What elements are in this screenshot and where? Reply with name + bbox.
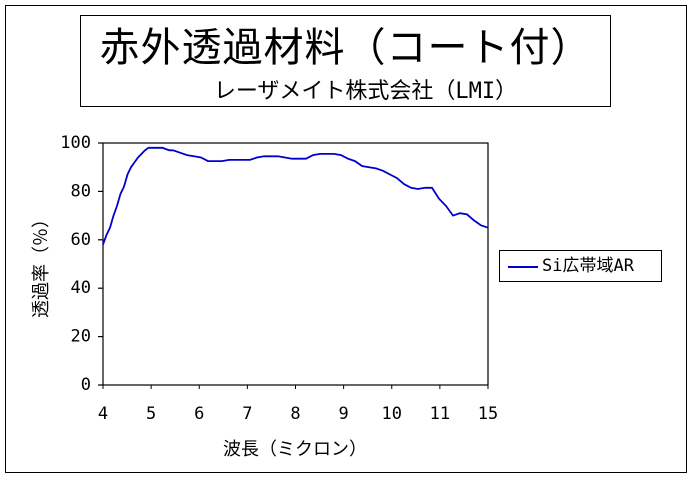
series-point — [382, 170, 384, 172]
series-point — [389, 173, 391, 176]
title-box: 赤外透過材料（コート付） レーザメイト株式会社（LMI） — [80, 15, 611, 107]
series-point — [165, 148, 167, 150]
series-point — [119, 193, 122, 195]
series-point — [466, 213, 468, 215]
series-point — [193, 155, 195, 157]
series-point — [105, 234, 108, 236]
y-axis-title: 透過率（％） — [31, 210, 52, 318]
series-point — [179, 152, 181, 154]
series-point — [186, 154, 188, 156]
series-point — [361, 165, 363, 167]
series-point — [249, 159, 251, 161]
series-point — [161, 147, 164, 149]
x-tick-label: 4 — [98, 404, 108, 424]
y-tick-label: 20 — [71, 327, 91, 347]
legend-label: Si広帯域AR — [542, 256, 634, 276]
series-point — [133, 161, 136, 163]
series-point — [340, 154, 342, 156]
series-line — [102, 146, 489, 245]
series-point — [410, 187, 412, 189]
series-point — [154, 147, 157, 149]
series-point — [438, 198, 440, 200]
series-point — [242, 159, 244, 161]
series-point — [319, 153, 321, 155]
legend: Si広帯域AR — [499, 250, 662, 282]
series-point — [109, 227, 111, 229]
series-point — [137, 156, 139, 159]
series-point — [354, 160, 356, 162]
series-point — [396, 177, 398, 179]
y-tick-label: 0 — [81, 375, 91, 395]
series-point — [112, 215, 115, 217]
legend-swatch — [508, 266, 538, 268]
series-point — [256, 156, 258, 159]
chart-subtitle: レーザメイト株式会社（LMI） — [213, 79, 518, 104]
series-point — [168, 149, 171, 151]
series-point — [140, 153, 143, 155]
x-tick-label: 5 — [146, 404, 156, 424]
series-point — [144, 149, 146, 151]
y-axis-ticks: 0 20 40 60 80 100 — [60, 133, 103, 395]
x-tick-label: 15 — [478, 404, 498, 424]
chart-title: 赤外透過材料（コート付） — [99, 25, 592, 71]
series-point — [417, 188, 419, 190]
x-tick-label: 9 — [339, 404, 349, 424]
series-point — [445, 205, 447, 207]
plot-area — [102, 142, 489, 386]
series-point — [298, 158, 300, 160]
series-point — [158, 147, 160, 149]
series-points — [102, 147, 489, 246]
series-point — [424, 187, 426, 189]
series-point — [147, 147, 150, 149]
series-point — [368, 166, 370, 168]
series-point — [277, 155, 279, 157]
series-point — [200, 156, 202, 159]
series-point — [333, 153, 335, 155]
x-axis-title: 波長（ミクロン） — [223, 439, 367, 460]
series-point — [375, 167, 377, 169]
series-point — [403, 183, 405, 185]
series-point — [270, 155, 272, 157]
y-tick-label: 100 — [60, 133, 91, 153]
y-tick-label: 60 — [71, 230, 91, 250]
series-point — [172, 149, 174, 151]
series-point — [102, 244, 104, 246]
x-tick-label: 7 — [242, 404, 252, 424]
x-tick-label: 10 — [382, 404, 402, 424]
series-point — [284, 156, 286, 159]
y-tick-label: 80 — [71, 181, 91, 201]
series-point — [326, 153, 328, 155]
series-point — [130, 166, 132, 168]
y-tick-label: 40 — [71, 278, 91, 298]
x-axis-ticks: 4 5 6 7 8 9 10 11 15 — [98, 385, 498, 424]
series-point — [221, 160, 223, 162]
series-point — [305, 158, 307, 160]
series-point — [452, 215, 454, 217]
series-point — [228, 159, 230, 161]
series-point — [291, 158, 293, 160]
x-tick-label: 8 — [290, 404, 300, 424]
series-point — [347, 158, 349, 160]
series-point — [459, 212, 461, 214]
series-point — [263, 155, 265, 157]
series-point — [487, 227, 489, 229]
series-point — [123, 186, 125, 188]
series-point — [214, 160, 216, 162]
series-point — [126, 173, 129, 176]
series-point — [235, 159, 237, 161]
series-point — [480, 224, 482, 226]
series-point — [207, 160, 209, 162]
series-point — [151, 147, 153, 149]
x-tick-label: 6 — [194, 404, 204, 424]
x-tick-label: 11 — [430, 404, 450, 424]
series-point — [116, 205, 118, 207]
series-point — [312, 154, 314, 156]
series-point — [431, 187, 433, 189]
series-point — [473, 219, 475, 221]
